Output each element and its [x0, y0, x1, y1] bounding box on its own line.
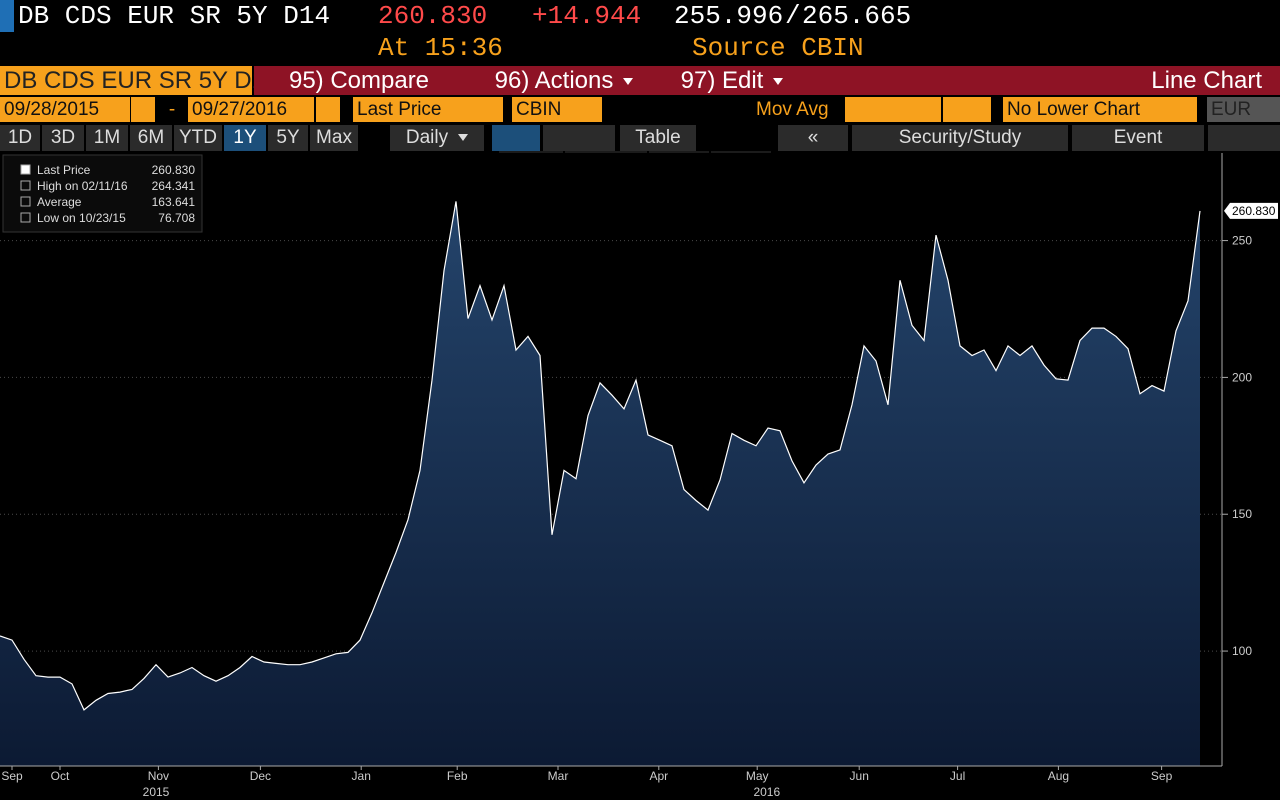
legend-label: High on 02/11/16: [37, 179, 128, 193]
legend-value: 260.830: [152, 163, 196, 177]
range-button[interactable]: YTD: [174, 125, 222, 151]
line-chart-icon[interactable]: [492, 125, 540, 151]
legend-label: Last Price: [37, 163, 91, 177]
security-study-button[interactable]: Security/Study: [852, 125, 1068, 151]
dropdown-icon: [773, 78, 784, 86]
x-tick-label: Oct: [51, 769, 70, 783]
separator: /: [785, 1, 801, 31]
price-line: [0, 201, 1201, 711]
x-tick-label: Jun: [850, 769, 869, 783]
y-tick-label: 200: [1232, 370, 1252, 384]
frequency-select[interactable]: Daily: [390, 125, 484, 151]
legend-box: [2, 154, 203, 233]
study-label: Mov Avg: [756, 99, 829, 120]
x-tick-label: Sep: [1, 769, 23, 783]
x-tick-label: Feb: [447, 769, 468, 783]
range-button[interactable]: 1D: [0, 125, 40, 151]
calendar-icon[interactable]: [131, 97, 155, 122]
range-button[interactable]: 1Y: [224, 125, 266, 151]
table-button[interactable]: Table: [620, 125, 696, 151]
x-tick-label: Dec: [250, 769, 271, 783]
x-tick-label: Jan: [352, 769, 371, 783]
x-tick-label: Sep: [1151, 769, 1173, 783]
dropdown-icon: [623, 78, 634, 86]
start-date[interactable]: 09/28/2015: [0, 97, 130, 122]
security-field[interactable]: DB CDS EUR SR 5Y D1: [0, 66, 265, 95]
end-date[interactable]: 09/27/2016: [188, 97, 314, 122]
area-fill: [0, 201, 1200, 766]
y-tick-label: 100: [1232, 644, 1252, 658]
bar-chart-icon[interactable]: [543, 125, 615, 151]
y-tick-label: 250: [1232, 234, 1252, 248]
legend-value: 163.641: [152, 195, 196, 209]
day-high: 265.665: [802, 1, 912, 31]
year-label: 2015: [143, 785, 170, 799]
year-label: 2016: [753, 785, 780, 799]
actions-button[interactable]: 96) Actions: [466, 66, 662, 95]
collapse-button[interactable]: «: [778, 125, 848, 151]
focus-marker: [0, 0, 14, 32]
range-button[interactable]: Max: [310, 125, 358, 151]
x-tick-label: Nov: [148, 769, 169, 783]
frequency-label: Daily: [405, 127, 449, 148]
last-price-label: 260.830: [1232, 204, 1276, 218]
study-input[interactable]: [943, 97, 991, 122]
legend-icon: [20, 180, 31, 191]
study-input[interactable]: [845, 97, 941, 122]
change: +14.944: [532, 1, 642, 31]
price: 260.830: [378, 1, 488, 31]
currency-select[interactable]: EUR: [1207, 97, 1280, 122]
view-title: Line Chart: [1151, 67, 1262, 94]
edit-button[interactable]: 97) Edit: [664, 66, 800, 95]
range-button[interactable]: 6M: [130, 125, 172, 151]
y-tick-label: 150: [1232, 507, 1252, 521]
date-dash: -: [158, 97, 186, 122]
calendar-icon[interactable]: [316, 97, 340, 122]
legend-icon: [20, 164, 31, 175]
event-button[interactable]: Event: [1072, 125, 1204, 151]
x-tick-label: May: [746, 769, 769, 783]
x-tick-label: Jul: [950, 769, 965, 783]
time: At 15:36: [378, 33, 503, 63]
legend-value: 76.708: [158, 211, 195, 225]
legend-icon: [20, 212, 31, 223]
dropdown-icon: [458, 134, 469, 142]
range-button[interactable]: 5Y: [268, 125, 308, 151]
range-button[interactable]: 3D: [42, 125, 84, 151]
x-tick-label: Apr: [649, 769, 668, 783]
legend-label: Average: [37, 195, 82, 209]
last-price-tag: [1224, 202, 1278, 219]
legend-icon: [20, 196, 31, 207]
legend-value: 264.341: [152, 179, 196, 193]
source: Source CBIN: [692, 33, 864, 63]
actions-label: 96) Actions: [494, 67, 614, 94]
edit-label: 97) Edit: [680, 67, 764, 94]
x-tick-label: Mar: [548, 769, 569, 783]
day-low: 255.996: [674, 1, 784, 31]
lower-chart-select[interactable]: No Lower Chart: [1003, 97, 1197, 122]
x-tick-label: Aug: [1048, 769, 1069, 783]
legend-label: Low on 10/23/15: [37, 211, 126, 225]
settings-button[interactable]: [1208, 125, 1280, 151]
field-select[interactable]: Last Price: [353, 97, 503, 122]
ticker: DB CDS EUR SR 5Y D14: [18, 1, 331, 31]
source-field[interactable]: CBIN: [512, 97, 602, 122]
range-button[interactable]: 1M: [86, 125, 128, 151]
compare-button[interactable]: 95) Compare: [254, 66, 464, 95]
